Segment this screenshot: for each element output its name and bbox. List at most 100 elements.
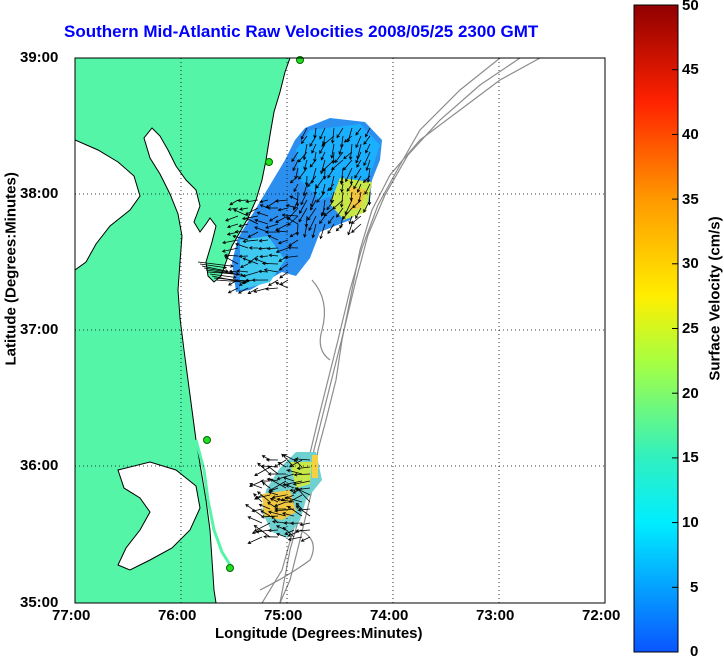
velocity-arrow bbox=[266, 206, 279, 210]
velocity-arrow bbox=[245, 504, 263, 517]
velocity-arrow bbox=[258, 503, 271, 510]
velocity-arrow bbox=[247, 231, 259, 238]
velocity-arrow bbox=[277, 207, 289, 212]
velocity-arrow bbox=[282, 476, 295, 482]
velocity-arrow bbox=[281, 512, 295, 517]
velocity-arrow bbox=[268, 253, 279, 258]
velocity-arrow bbox=[327, 215, 335, 225]
velocity-arrow bbox=[254, 466, 271, 477]
velocity-arrow bbox=[295, 505, 311, 517]
y-tick-label: 36:00 bbox=[20, 457, 59, 474]
chesapeake-bay bbox=[75, 139, 141, 271]
velocity-arrow bbox=[269, 497, 279, 503]
velocity-arrow bbox=[289, 195, 299, 201]
velocity-arrow bbox=[301, 135, 308, 145]
velocity-arrow bbox=[275, 215, 289, 223]
colorbar-label: Surface Velocity (cm/s) bbox=[706, 216, 724, 381]
velocity-arrow bbox=[310, 199, 317, 211]
velocity-arrow bbox=[351, 223, 362, 233]
x-tick-label: 72:00 bbox=[582, 607, 621, 624]
colorbar-tick-label: 35 bbox=[682, 191, 699, 208]
velocity-arrow bbox=[300, 536, 311, 542]
velocity-arrow bbox=[245, 199, 259, 204]
velocity-arrow bbox=[354, 167, 362, 179]
velocity-arrow bbox=[226, 223, 239, 229]
colorbar-tick-label: 5 bbox=[690, 579, 699, 596]
velocity-arrow bbox=[364, 183, 371, 195]
velocity-arrow bbox=[247, 516, 263, 524]
velocity-arrow bbox=[275, 247, 289, 254]
velocity-arrow bbox=[323, 207, 335, 217]
velocity-arrow bbox=[236, 269, 249, 273]
velocity-arrow bbox=[278, 255, 289, 262]
velocity-arrow bbox=[245, 217, 259, 225]
velocity-arrow bbox=[322, 135, 326, 146]
velocity-arrow bbox=[274, 501, 287, 508]
velocity-arrow bbox=[340, 175, 344, 185]
velocity-arrow bbox=[269, 478, 287, 489]
velocity-arrow bbox=[213, 277, 250, 283]
velocity-arrow bbox=[296, 466, 311, 470]
velocity-arrow bbox=[276, 229, 289, 234]
velocity-arrow bbox=[247, 536, 263, 544]
velocity-arrow bbox=[300, 191, 308, 206]
velocity-arrow bbox=[235, 242, 249, 249]
velocity-arrow bbox=[342, 159, 353, 171]
velocity-arrow bbox=[319, 127, 326, 140]
velocity-arrow bbox=[242, 239, 259, 244]
velocity-arrow bbox=[257, 462, 271, 475]
velocity-arrow bbox=[209, 273, 237, 279]
velocity-arrow bbox=[309, 135, 317, 147]
velocity-arrow bbox=[287, 506, 303, 517]
velocity-arrow bbox=[281, 453, 295, 468]
velocity-arrow bbox=[344, 199, 353, 215]
velocity-arrow bbox=[343, 135, 353, 143]
velocity-arrow bbox=[277, 462, 287, 468]
velocity-arrow bbox=[356, 183, 362, 193]
velocity-arrow bbox=[336, 127, 344, 139]
velocity-arrow bbox=[288, 494, 303, 503]
velocity-arrow bbox=[289, 487, 311, 493]
velocity-arrow bbox=[233, 208, 249, 217]
velocity-arrow bbox=[238, 254, 249, 259]
velocity-arrow bbox=[260, 479, 271, 483]
velocity-arrow bbox=[225, 215, 239, 222]
velocity-arrow bbox=[348, 215, 353, 225]
velocity-arrow bbox=[302, 143, 308, 161]
velocity-arrow bbox=[223, 253, 239, 258]
velocity-arrow bbox=[260, 515, 279, 519]
velocity-arrow bbox=[345, 167, 353, 183]
velocity-arrow bbox=[309, 159, 317, 168]
velocity-arrow bbox=[254, 218, 269, 225]
velocity-arrow bbox=[259, 204, 269, 209]
velocity-arrow bbox=[327, 183, 335, 192]
velocity-arrow bbox=[222, 239, 239, 245]
velocity-arrow bbox=[363, 199, 371, 213]
x-tick-label: 73:00 bbox=[476, 607, 515, 624]
colorbar-tick-label: 30 bbox=[682, 255, 699, 272]
colorbar-tick-label: 15 bbox=[682, 449, 699, 466]
velocity-arrow bbox=[319, 143, 326, 154]
velocity-arrow bbox=[326, 199, 335, 211]
velocity-arrow bbox=[258, 269, 269, 274]
x-tick-label: 77:00 bbox=[52, 607, 91, 624]
velocity-arrow bbox=[239, 263, 249, 269]
velocity-arrow bbox=[265, 223, 279, 229]
velocity-arrow bbox=[339, 191, 344, 208]
velocity-arrow bbox=[259, 199, 269, 204]
velocity-arrow bbox=[251, 278, 269, 282]
velocity-arrow bbox=[276, 497, 295, 503]
colorbar-tick-label: 0 bbox=[690, 643, 699, 660]
velocity-arrow bbox=[282, 480, 303, 487]
velocity-arrow bbox=[237, 287, 249, 294]
velocity-arrow bbox=[266, 246, 279, 251]
velocity-arrow bbox=[335, 223, 344, 232]
velocity-arrow bbox=[237, 198, 249, 203]
colorbar-tick-label: 20 bbox=[682, 385, 699, 402]
velocity-arrow bbox=[349, 191, 354, 202]
velocity-arrow bbox=[356, 159, 362, 168]
velocity-arrow bbox=[311, 143, 317, 154]
station-marker bbox=[203, 436, 211, 444]
velocity-arrow bbox=[267, 472, 287, 476]
velocity-arrow bbox=[296, 487, 311, 503]
